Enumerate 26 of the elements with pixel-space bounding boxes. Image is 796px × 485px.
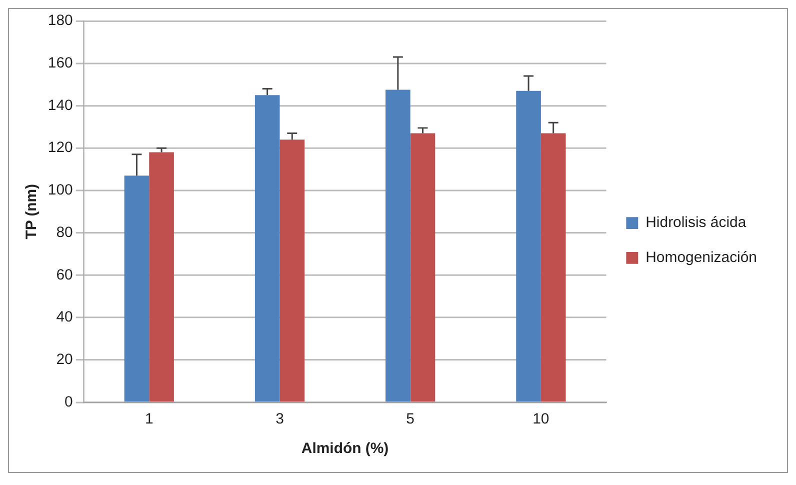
bar xyxy=(124,176,150,402)
y-axis-title: TP (nm) xyxy=(23,184,40,240)
bar xyxy=(516,90,541,402)
y-tick-label: 0 xyxy=(64,393,73,410)
bar xyxy=(149,152,174,402)
y-tick-label: 20 xyxy=(56,351,73,368)
bar xyxy=(410,133,436,402)
y-tick-label: 180 xyxy=(48,12,73,30)
y-tick-label: 140 xyxy=(48,96,73,114)
y-tick-label: 160 xyxy=(48,54,73,72)
bar xyxy=(386,90,410,402)
y-tick-label: 120 xyxy=(48,139,73,156)
y-tick-label: 100 xyxy=(48,182,73,199)
x-axis-title: Almidón (%) xyxy=(301,440,389,458)
bar xyxy=(540,133,566,402)
y-tick-label: 40 xyxy=(56,308,73,326)
y-tick-label: 60 xyxy=(56,266,73,284)
x-tick-label: 5 xyxy=(406,410,414,428)
bar xyxy=(280,140,305,402)
legend-label: Homogenización xyxy=(646,249,757,266)
x-tick-label: 10 xyxy=(532,410,550,428)
x-tick-label: 1 xyxy=(144,410,154,428)
x-tick-label: 3 xyxy=(276,410,284,428)
bar xyxy=(254,95,280,402)
legend-label: Hidrolisis ácida xyxy=(646,214,747,232)
y-tick-label: 80 xyxy=(56,224,73,241)
